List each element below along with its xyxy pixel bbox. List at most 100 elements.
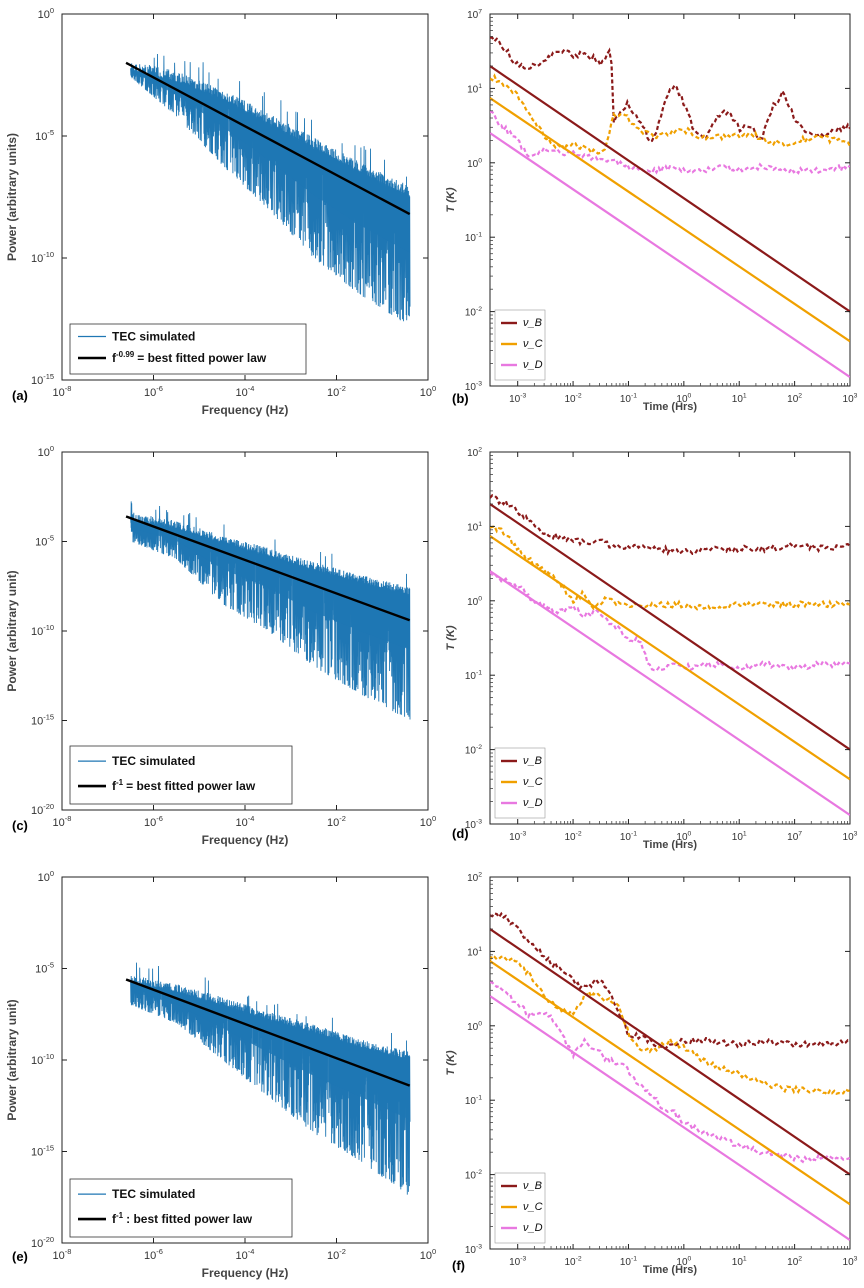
y-tick-label: 100: [467, 1020, 482, 1033]
y-tick-label: 10-2: [465, 306, 482, 319]
legend: ν_B ν_C ν_D: [494, 747, 546, 819]
y-tick-label: 10-10: [31, 623, 54, 638]
series-power-law-fit: [125, 61, 411, 216]
plot-body: [125, 962, 411, 1195]
y-tick-label: 102: [467, 447, 482, 460]
y-tick-label: 100: [38, 444, 54, 459]
y-tick-label: 10-3: [465, 819, 482, 832]
x-tick-label: 10-3: [509, 1256, 526, 1269]
panel-label: (d): [452, 826, 469, 841]
x-tick-label: 101: [732, 393, 747, 406]
x-tick-label: 100: [676, 831, 691, 844]
series-tec-band: [130, 519, 410, 650]
x-tick-label: 107: [787, 831, 802, 844]
x-tick-label: 100: [420, 1247, 436, 1262]
series-b-dashed: [490, 36, 850, 143]
x-tick-label: 10-8: [53, 384, 72, 399]
legend-entry: TEC simulated: [112, 330, 195, 344]
legend-entry: ν_B: [523, 1180, 542, 1192]
y-tick-label: 10-10: [31, 1052, 54, 1067]
y-tick-label: 10-1: [465, 670, 482, 683]
y-tick-label: 100: [38, 6, 54, 21]
legend-entry: ν_C: [523, 338, 543, 350]
x-axis-label: Time (Hrs): [643, 401, 698, 413]
x-tick-label: 10-8: [53, 814, 72, 829]
x-tick-label: 10-1: [620, 1256, 637, 1269]
x-tick-label: 102: [787, 393, 802, 406]
legend: TEC simulated f-0.99 = best fitted power l…: [69, 323, 307, 375]
y-tick-label: 10-15: [31, 1144, 54, 1159]
panel-f: 10-3 10-2 10-1 100 101 102 103 10-3 10-2 10-1 100 1…: [445, 872, 858, 1277]
y-axis-label: Power (arbitrary unit): [5, 570, 19, 691]
y-tick-label: 107: [467, 9, 482, 22]
panel-label: (f): [452, 1258, 465, 1273]
y-tick-label: 10-15: [31, 372, 54, 387]
series-b-dashed: [490, 494, 850, 556]
legend-box: [69, 323, 307, 375]
x-axis-label: Time (Hrs): [643, 1264, 698, 1276]
series-fit-line: [490, 132, 850, 378]
y-tick-label: 10-20: [31, 1235, 54, 1250]
x-tick-label: 10-4: [236, 814, 255, 829]
series-fit-line: [490, 960, 850, 1206]
legend-entry: ν_B: [523, 317, 542, 329]
series-c-dashed: [490, 524, 850, 612]
panel-b: 10-3 10-2 10-1 100 101 102 103 10-3 10-2 10-1 100 1…: [445, 9, 858, 414]
x-tick-label: 10-2: [327, 814, 346, 829]
y-tick-label: 10-1: [465, 232, 482, 245]
series-fit-line: [490, 995, 850, 1241]
y-tick-label: 100: [467, 157, 482, 170]
x-axis-label: Time (Hrs): [643, 839, 698, 851]
series-fit-line: [490, 503, 850, 751]
y-tick-label: 100: [38, 869, 54, 884]
x-tick-label: 10-2: [327, 1247, 346, 1262]
x-tick-label: 103: [843, 1256, 858, 1269]
series-fit-line: [490, 570, 850, 816]
x-axis-label: Frequency (Hz): [202, 1266, 289, 1280]
legend-entry: f-1: best fitted power law: [112, 1211, 253, 1226]
x-tick-label: 10-1: [620, 831, 637, 844]
x-tick-label: 103: [843, 831, 858, 844]
panel-c: 10-8 10-6 10-4 10-2 100 10-20 10-15 10-10 10-5 10…: [5, 444, 436, 847]
x-tick-label: 102: [787, 1256, 802, 1269]
panel-d: 10-3 10-2 10-1 100 101 107 103 10-3 10-2 10-1 100 1…: [445, 447, 858, 852]
series-power-law-fit: [125, 515, 411, 622]
legend-entry: ν_C: [523, 1201, 543, 1213]
y-tick-label: 10-2: [465, 1169, 482, 1182]
legend-entry: f-1 = best fitted power law: [112, 778, 256, 793]
y-tick-label: 10-5: [35, 961, 54, 976]
plot-area: [489, 13, 851, 387]
x-tick-label: 10-2: [327, 384, 346, 399]
plot-body: [490, 494, 850, 816]
plot-body: [125, 53, 411, 322]
legend: ν_B ν_C ν_D: [494, 1172, 546, 1244]
series-fit-line: [490, 928, 850, 1176]
series-c-dashed: [490, 954, 850, 1097]
legend-entry: TEC simulated: [112, 1187, 195, 1201]
x-tick-label: 10-4: [236, 1247, 255, 1262]
legend-entry: ν_D: [523, 1222, 543, 1234]
legend: ν_B ν_C ν_D: [494, 309, 546, 381]
x-tick-label: 100: [420, 384, 436, 399]
x-tick-label: 10-6: [144, 1247, 163, 1262]
plot-body: [125, 501, 411, 720]
x-tick-label: 10-2: [564, 1256, 581, 1269]
legend: TEC simulated f-1 = best fitted power law: [69, 745, 293, 805]
panel-label: (b): [452, 391, 469, 406]
panel-a: 10-8 10-6 10-4 10-2 100 10-15 10-10 10-5 100 Freq…: [5, 6, 436, 417]
y-tick-label: 100: [467, 595, 482, 608]
x-axis-label: Frequency (Hz): [202, 403, 289, 417]
y-axis-label: T (K): [445, 625, 457, 650]
y-tick-label: 102: [467, 872, 482, 885]
y-tick-label: 10-10: [31, 250, 54, 265]
x-tick-label: 10-2: [564, 831, 581, 844]
series-b-dashed: [490, 911, 850, 1050]
legend-box: [69, 745, 293, 805]
y-tick-label: 101: [467, 83, 482, 96]
y-axis-label: Power (arbitrary units): [5, 133, 19, 261]
x-tick-label: 10-1: [620, 393, 637, 406]
series-d-dashed: [490, 110, 850, 175]
series-d-dashed: [490, 981, 850, 1164]
series-power-law-fit: [125, 978, 411, 1087]
